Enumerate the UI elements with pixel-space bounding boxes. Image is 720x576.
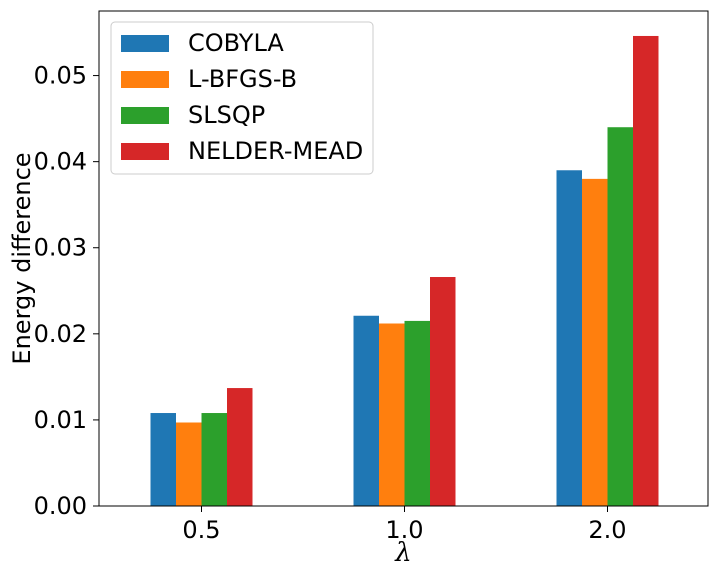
legend-swatch-slsqp (121, 107, 169, 124)
x-axis-label: λ (394, 538, 411, 568)
bar-slsqp-0.5 (201, 413, 227, 506)
legend: COBYLA L-BFGS-B SLSQP NELDER-MEAD (110, 21, 374, 175)
bar-nelder-mead-1.0 (430, 277, 456, 506)
bar-slsqp-2.0 (607, 127, 633, 506)
bar-l-bfgs-b-1.0 (379, 323, 405, 506)
legend-label-slsqp: SLSQP (188, 101, 265, 129)
bar-nelder-mead-2.0 (633, 35, 659, 506)
bar-nelder-mead-0.5 (227, 388, 253, 506)
y-tick-label: 0.00 (34, 492, 87, 520)
bar-cobyla-2.0 (556, 170, 582, 506)
legend-label-nelder-mead: NELDER-MEAD (188, 137, 363, 165)
bars-group (150, 35, 659, 506)
legend-label-cobyla: COBYLA (188, 29, 284, 57)
legend-label-l-bfgs-b: L-BFGS-B (188, 65, 297, 93)
bar-cobyla-1.0 (353, 315, 379, 506)
y-tick-label: 0.02 (34, 320, 87, 348)
x-tick-label: 0.5 (182, 516, 220, 544)
x-tick-label: 1.0 (385, 516, 423, 544)
y-tick-label: 0.04 (34, 148, 87, 176)
plot-frame (98, 10, 709, 507)
legend-swatch-cobyla (121, 35, 169, 52)
y-tick-label: 0.03 (34, 234, 87, 262)
legend-swatch-l-bfgs-b (121, 71, 169, 88)
bar-l-bfgs-b-2.0 (582, 178, 608, 506)
y-axis-ticks: 0.00 0.01 0.02 0.03 0.04 0.05 (34, 62, 99, 520)
y-tick-label: 0.01 (34, 406, 87, 434)
bar-cobyla-0.5 (150, 413, 176, 506)
legend-swatch-nelder-mead (121, 143, 169, 160)
bar-l-bfgs-b-0.5 (176, 422, 202, 506)
bar-slsqp-1.0 (404, 320, 430, 506)
x-tick-label: 2.0 (588, 516, 626, 544)
y-tick-label: 0.05 (34, 62, 87, 90)
legend-box (110, 21, 374, 175)
y-axis-label: Energy difference (8, 152, 36, 364)
x-axis-ticks: 0.5 1.0 2.0 (182, 506, 627, 544)
